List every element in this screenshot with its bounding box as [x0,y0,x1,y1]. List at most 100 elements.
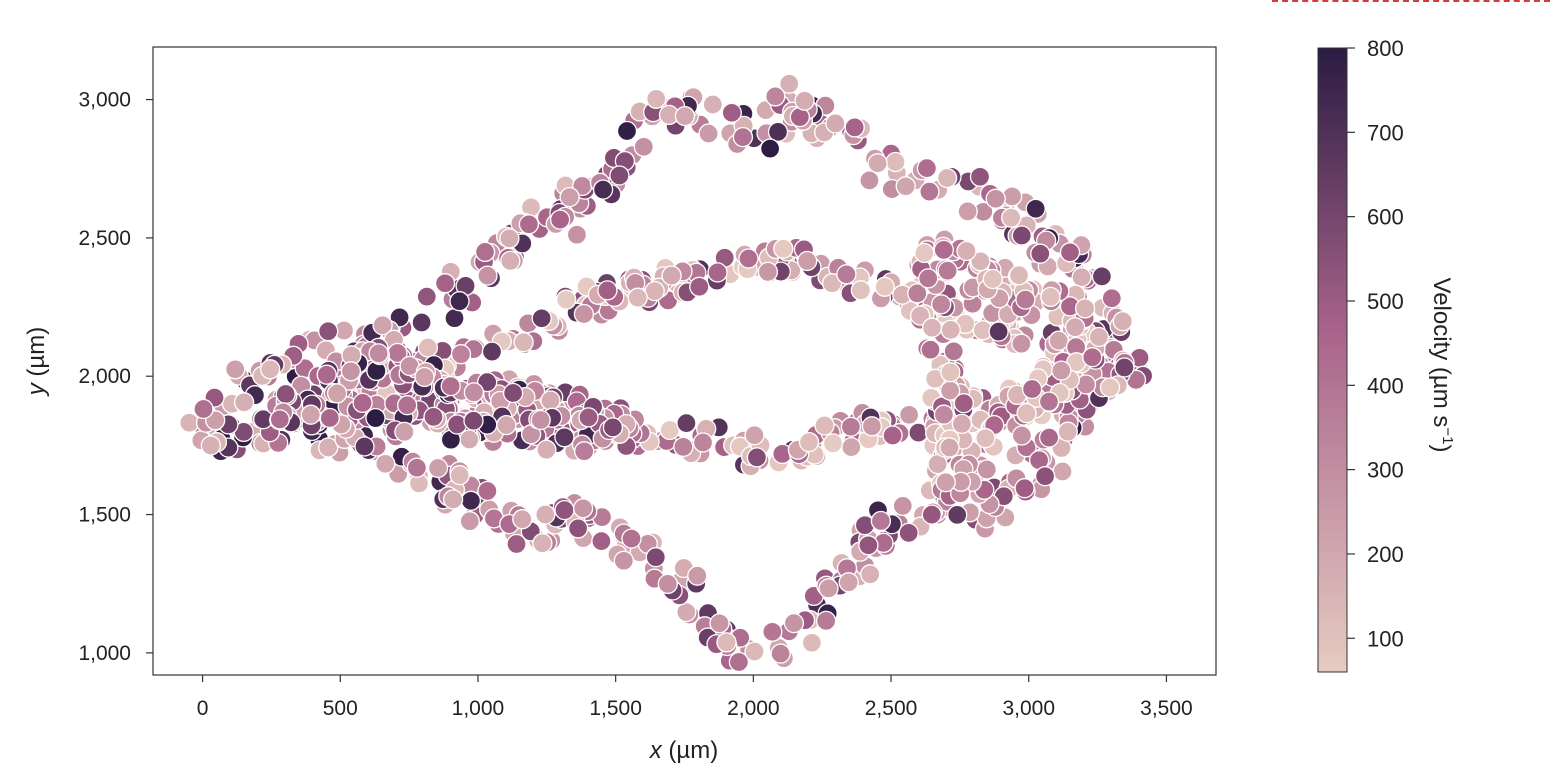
x-axis-label: x (µm) [649,737,718,764]
data-point [744,641,765,662]
data-point [687,565,708,586]
colorbar-tick-label: 700 [1367,120,1404,145]
data-point [859,170,880,191]
data-point [397,395,418,416]
data-point [951,413,973,435]
data-point [956,240,977,262]
data-point [427,457,449,479]
data-point [597,280,618,301]
data-point [744,425,765,446]
data-point [1001,207,1022,228]
colorbar-ticks: 100 200 300 400 500 600 700 800 [1347,36,1404,651]
data-point [698,123,719,144]
data-point [1088,326,1110,348]
data-point [919,181,940,202]
data-point [613,550,634,571]
data-point [554,499,575,521]
data-point [535,504,556,525]
data-point [449,291,470,312]
data-point [616,120,638,142]
data-point [592,179,614,200]
data-point [895,176,916,197]
data-point [518,214,540,235]
y-axis: 1,000 1,500 2,000 2,500 3,000 [78,89,153,665]
data-point [446,414,468,435]
data-point [318,437,339,458]
data-point [375,453,396,474]
data-point [1064,317,1086,338]
data-point [512,509,533,530]
x-tick-label: 3,000 [1002,697,1055,720]
data-point [365,407,386,429]
colorbar-tick-label: 300 [1367,458,1404,483]
data-point [797,250,818,272]
data-point [970,251,991,272]
data-point [319,407,340,429]
data-point [898,522,919,544]
data-point [692,432,714,453]
data-point [530,409,551,431]
data-point [567,518,589,539]
data-point [1030,243,1051,264]
colorbar-tick-label: 800 [1367,36,1404,61]
data-point [1008,265,1030,286]
data-point [976,459,997,480]
data-point [1011,425,1033,446]
data-point [179,412,200,433]
data-point [1015,289,1036,310]
data-point [394,421,415,443]
data-point [661,265,682,286]
data-point [609,165,630,186]
data-point [536,439,557,460]
data-point [233,392,255,413]
data-point [757,261,779,283]
data-point [477,371,498,393]
colorbar-label: Velocity (µm s−1) [1428,278,1456,453]
data-point [759,138,781,159]
data-point [1025,198,1046,219]
data-point [773,238,794,259]
data-point [591,530,612,552]
data-point [982,268,1003,290]
data-point [767,121,789,143]
data-point [1057,421,1078,442]
data-point [372,315,393,336]
colorbar-tick-label: 600 [1367,205,1404,230]
data-point [721,102,742,123]
data-point [1114,357,1135,378]
data-point [957,201,978,222]
data-point [414,366,435,388]
data-point [874,276,895,297]
data-point [442,489,464,510]
x-tick-label: 2,500 [865,697,918,720]
data-point [840,416,862,437]
data-point [1091,266,1113,287]
data-point [838,572,859,593]
data-point [1059,242,1081,263]
data-point [940,319,961,341]
data-point [477,265,498,286]
data-point [850,280,872,301]
data-point [275,383,296,405]
colorbar [1317,47,1348,673]
data-point [368,343,389,364]
data-point [260,359,281,380]
data-point [673,436,694,458]
data-point [449,465,470,486]
data-point [500,250,521,272]
data-point [765,86,786,107]
data-point [716,632,737,653]
x-tick-label: 3,500 [1140,697,1193,720]
data-point [940,362,961,383]
data-point [657,573,678,595]
data-point [985,188,1006,209]
data-point [867,153,888,174]
data-point [326,383,348,404]
data-point [674,105,696,127]
data-point [870,510,892,532]
data-point [1021,378,1043,400]
data-point [937,260,958,281]
data-point [481,341,503,362]
data-point [814,415,835,436]
data-point [1038,427,1060,448]
